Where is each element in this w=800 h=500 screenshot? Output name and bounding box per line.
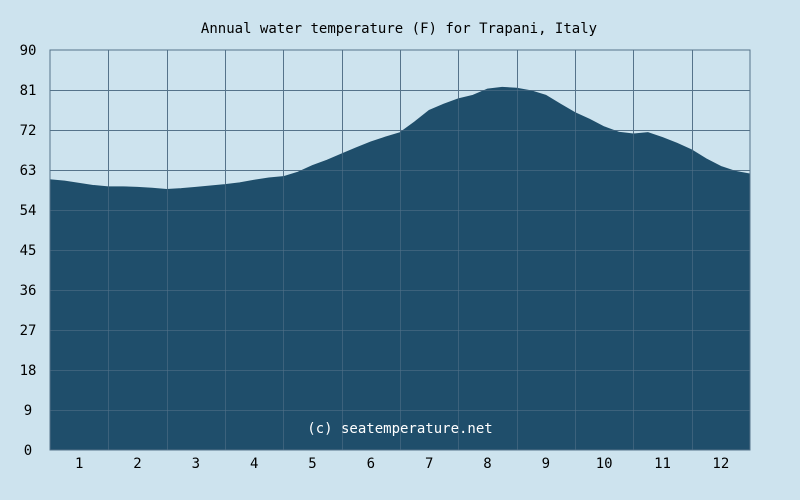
y-tick-label: 72 bbox=[20, 123, 37, 139]
grid-lines-overlay bbox=[50, 50, 750, 450]
plot-border bbox=[49, 49, 751, 451]
chart-title: Annual water temperature (F) for Trapani… bbox=[201, 21, 597, 37]
y-tick-label: 90 bbox=[20, 43, 37, 59]
x-tick-label: 6 bbox=[367, 456, 375, 472]
y-tick-label: 9 bbox=[24, 403, 32, 419]
y-tick-label: 27 bbox=[20, 323, 37, 339]
x-tick-label: 11 bbox=[654, 456, 671, 472]
x-tick-label: 2 bbox=[133, 456, 141, 472]
x-tick-label: 10 bbox=[596, 456, 613, 472]
x-tick-label: 7 bbox=[425, 456, 433, 472]
x-tick-label: 5 bbox=[308, 456, 316, 472]
x-tick-label: 4 bbox=[250, 456, 258, 472]
y-axis-ticks: 0 9 18 27 36 45 54 63 72 81 90 bbox=[20, 43, 37, 459]
y-tick-label: 45 bbox=[20, 243, 37, 259]
y-tick-label: 63 bbox=[20, 163, 37, 179]
x-tick-label: 8 bbox=[483, 456, 491, 472]
x-tick-label: 1 bbox=[75, 456, 83, 472]
x-tick-label: 12 bbox=[712, 456, 729, 472]
y-tick-label: 81 bbox=[20, 83, 37, 99]
x-tick-label: 3 bbox=[192, 456, 200, 472]
watermark-text: (c) seatemperature.net bbox=[307, 421, 492, 437]
y-tick-label: 54 bbox=[20, 203, 37, 219]
y-tick-label: 36 bbox=[20, 283, 37, 299]
y-tick-label: 18 bbox=[20, 363, 37, 379]
x-tick-label: 9 bbox=[542, 456, 550, 472]
x-axis-ticks: 1 2 3 4 5 6 7 8 9 10 11 12 bbox=[75, 456, 729, 472]
y-tick-label: 0 bbox=[24, 443, 32, 459]
